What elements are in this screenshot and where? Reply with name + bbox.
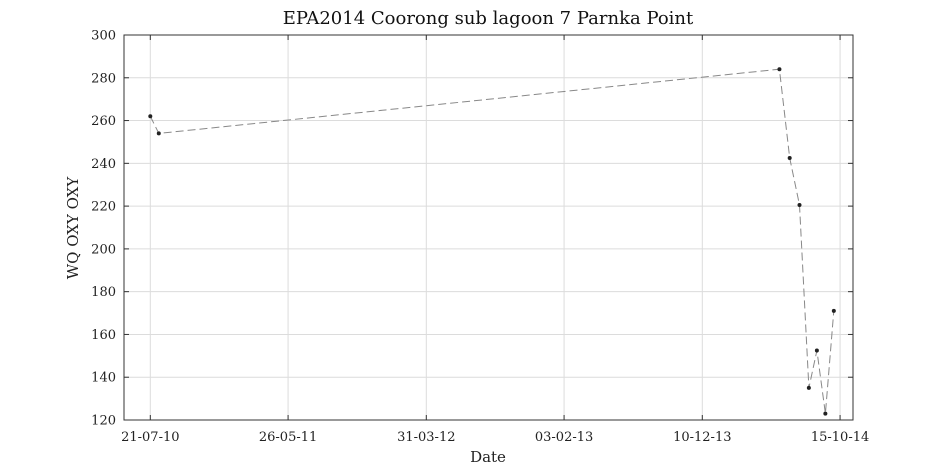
data-point	[156, 131, 161, 136]
y-tick-label: 280	[91, 71, 116, 86]
axis-ticks: 120 140 160 180 200 220 240 260 280 300 21-07-10 26…	[91, 29, 869, 446]
series	[148, 67, 836, 416]
plot-area	[123, 34, 854, 421]
y-tick-label: 220	[91, 200, 116, 215]
data-point	[831, 308, 836, 313]
data-point	[797, 203, 802, 208]
y-axis-title: WQ OXY OXY	[64, 176, 82, 280]
y-tick-label: 120	[91, 414, 116, 429]
data-point	[148, 114, 153, 119]
x-tick-label: 15-10-14	[811, 430, 869, 445]
data-point	[814, 348, 819, 353]
x-tick-label: 26-05-11	[259, 430, 317, 445]
y-tick-label: 300	[91, 29, 116, 44]
data-point	[806, 385, 811, 390]
data-point	[823, 411, 828, 416]
x-tick-label: 10-12-13	[673, 430, 731, 445]
y-tick-label: 180	[91, 285, 116, 300]
data-point	[787, 155, 792, 160]
y-tick-label: 160	[91, 328, 116, 343]
y-tick-label: 140	[91, 371, 116, 386]
grid	[124, 34, 853, 421]
x-tick-label: 03-02-13	[535, 430, 593, 445]
chart-title: EPA2014 Coorong sub lagoon 7 Parnka Poin…	[283, 8, 694, 29]
x-tick-label: 31-03-12	[397, 430, 455, 445]
data-point	[777, 67, 782, 72]
x-axis-title: Date	[470, 448, 506, 466]
x-tick-label: 21-07-10	[121, 430, 179, 445]
y-tick-label: 260	[91, 114, 116, 129]
y-tick-label: 200	[91, 242, 116, 257]
y-tick-label: 240	[91, 157, 116, 172]
